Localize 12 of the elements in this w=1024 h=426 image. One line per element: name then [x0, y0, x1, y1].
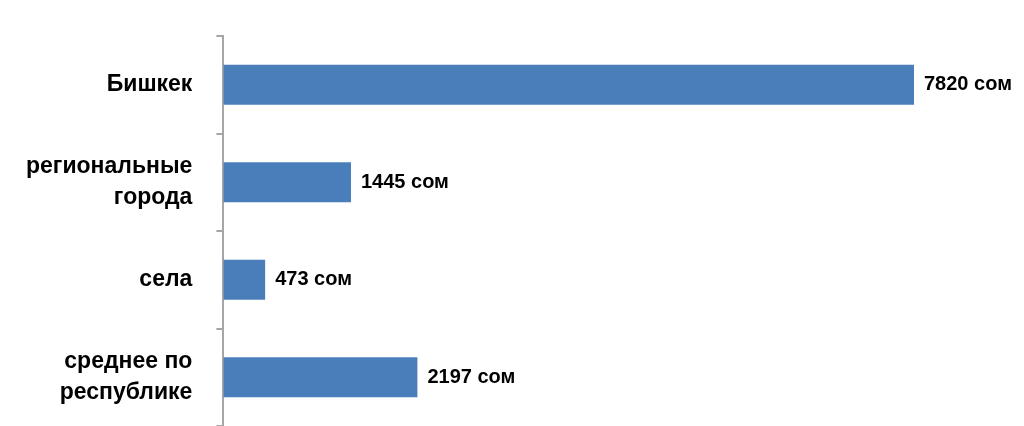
- data-label: 7820 сом: [924, 72, 1012, 95]
- bar: [223, 162, 351, 203]
- data-label: 473 сом: [275, 267, 352, 290]
- y-tick-label: Бишкек: [106, 70, 193, 97]
- data-label: 1445 сом: [360, 169, 449, 192]
- bar: [223, 64, 914, 105]
- bar: [223, 357, 418, 398]
- data-label: 2197 сом: [427, 364, 516, 387]
- y-tick-label: среднее по республике: [59, 347, 193, 405]
- y-tick-label: села: [139, 265, 193, 292]
- y-tick-label: региональные города: [25, 152, 193, 210]
- bar: [223, 259, 266, 300]
